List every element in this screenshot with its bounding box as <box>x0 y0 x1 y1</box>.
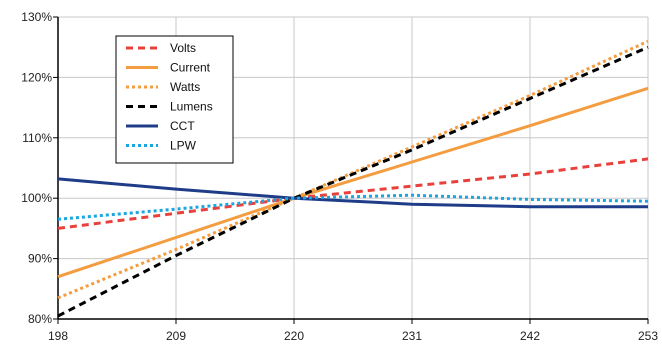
series-line-current <box>57 86 649 279</box>
y-tick-label: 90% <box>28 252 52 266</box>
y-tick-label: 110% <box>22 131 52 145</box>
legend-label-lpw: LPW <box>170 139 197 153</box>
legend-label-cct: CCT <box>170 119 195 133</box>
legend: Volts Current Watts Lumens CCT LPW <box>115 35 234 164</box>
axes <box>53 16 649 324</box>
x-tick-label: 198 <box>48 329 68 343</box>
series-line-lpw <box>57 193 649 221</box>
y-tick-label: 130% <box>21 10 52 24</box>
x-tick-label: 231 <box>402 329 422 343</box>
series-line-cct <box>57 177 648 209</box>
series-lines <box>57 39 649 318</box>
y-tick-label: 80% <box>28 312 52 326</box>
x-tick-label: 253 <box>638 329 658 343</box>
y-tick-label: 100% <box>21 191 52 205</box>
tick-labels: 198 209 220 231 242 253 80% 90% 100% 110% 120% 130% <box>21 10 658 343</box>
legend-label-current: Current <box>170 61 211 75</box>
series-line-lumens <box>57 45 649 318</box>
legend-box <box>115 35 234 164</box>
x-tick-label: 242 <box>520 329 540 343</box>
legend-label-volts: Volts <box>170 41 196 55</box>
y-tick-label: 120% <box>21 70 52 84</box>
x-tick-label: 209 <box>166 329 186 343</box>
legend-label-lumens: Lumens <box>170 100 213 114</box>
series-line-volts <box>57 157 649 230</box>
legend-label-watts: Watts <box>170 80 200 94</box>
x-tick-label: 220 <box>284 329 304 343</box>
